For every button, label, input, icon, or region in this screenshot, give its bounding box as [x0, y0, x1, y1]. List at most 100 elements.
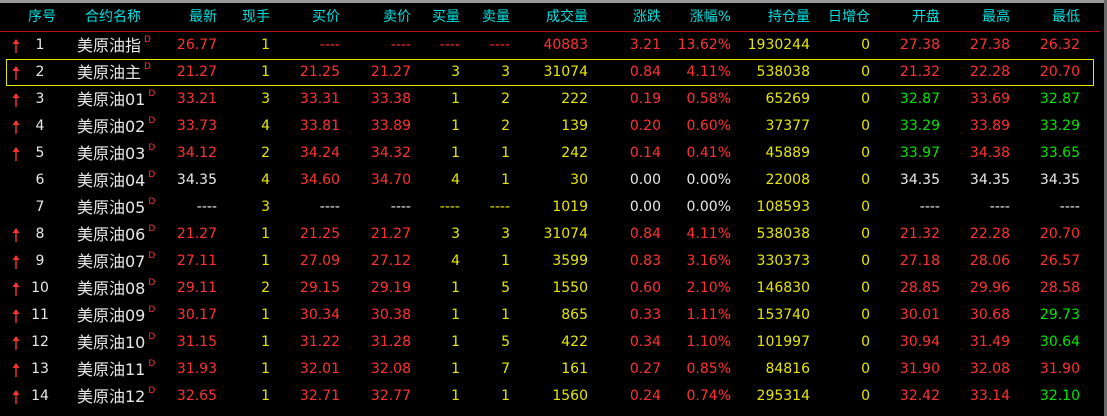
cell-bid-vol: 3	[451, 64, 460, 80]
column-header-oi-change[interactable]: 日增仓	[828, 9, 870, 25]
table-row[interactable]: 9 美原油07 D 27.11 1 27.09 27.12 4 1 3599 0.83 3.16% 33…	[0, 248, 1100, 275]
table-row[interactable]: 13 美原油11 D 31.93 1 32.01 32.08 1 7 161 0.27 0.85% 84…	[0, 356, 1100, 383]
column-header-bid-vol[interactable]: 买量	[432, 9, 460, 25]
contract-name[interactable]: 美原油07	[77, 252, 146, 271]
column-header-seq[interactable]: 序号	[28, 9, 56, 25]
cell-bid-vol: ----	[439, 37, 460, 53]
up-arrow-icon	[12, 228, 20, 242]
cell-ask: 29.19	[370, 280, 411, 296]
column-header-name[interactable]: 合约名称	[85, 9, 141, 25]
cell-ask-vol: 1	[501, 145, 510, 161]
data-flag-badge: D	[148, 278, 156, 288]
cell-last: 27.11	[176, 253, 217, 269]
column-header-last[interactable]: 最新	[189, 9, 217, 25]
table-row[interactable]: 12 美原油10 D 31.15 1 31.22 31.28 1 5 422 0.34 1.10% 10…	[0, 329, 1100, 356]
cell-change: 0.20	[629, 118, 661, 134]
contract-name[interactable]: 美原油08	[77, 279, 146, 298]
table-row[interactable]: 3 美原油01 D 33.21 3 33.31 33.38 1 2 222 0.19 0.58% 652…	[0, 86, 1100, 113]
contract-name[interactable]: 美原油09	[77, 306, 146, 325]
scrollbar[interactable]	[1104, 0, 1107, 416]
contract-name[interactable]: 美原油05	[77, 198, 146, 217]
column-header-ask[interactable]: 卖价	[383, 9, 411, 25]
data-flag-badge: D	[148, 197, 156, 207]
contract-name[interactable]: 美原油02	[77, 117, 146, 136]
cell-low: 26.32	[1039, 37, 1080, 53]
cell-volume: 222	[561, 91, 588, 107]
cell-cur-vol: 1	[261, 37, 270, 53]
contract-name[interactable]: 美原油指	[77, 36, 142, 55]
cell-volume: 242	[561, 145, 588, 161]
cell-ask: 30.38	[370, 307, 411, 323]
cell-ask: 32.08	[370, 361, 411, 377]
cell-change: 0.33	[629, 307, 661, 323]
table-row[interactable]: 1 美原油指 D 26.77 1 ---- ---- ---- ---- 40883 3.21 13.…	[0, 32, 1100, 59]
cell-bid-vol: 1	[451, 118, 460, 134]
column-header-ask-vol[interactable]: 卖量	[482, 9, 510, 25]
column-header-volume[interactable]: 成交量	[546, 9, 588, 25]
cell-last: 33.73	[176, 118, 217, 134]
up-arrow-icon	[12, 255, 20, 269]
table-row[interactable]: 4 美原油02 D 33.73 4 33.81 33.89 1 2 139 0.20 0.60% 373…	[0, 113, 1100, 140]
cell-ask: ----	[390, 37, 411, 53]
contract-name[interactable]: 美原油主	[77, 63, 142, 82]
cell-bid-vol: 1	[451, 307, 460, 323]
cell-open-interest: 1930244	[747, 37, 810, 53]
cell-oi-change: 0	[861, 118, 870, 134]
contract-name[interactable]: 美原油04	[77, 171, 146, 190]
column-header-change[interactable]: 涨跌	[633, 9, 661, 25]
cell-last: 32.65	[176, 388, 217, 404]
cell-volume: 31074	[543, 226, 588, 242]
column-header-bid[interactable]: 买价	[312, 9, 340, 25]
cell-change: 0.00	[629, 172, 661, 188]
cell-oi-change: 0	[861, 37, 870, 53]
contract-name[interactable]: 美原油11	[77, 360, 146, 379]
column-header-open[interactable]: 开盘	[912, 9, 940, 25]
table-row[interactable]: 7 美原油05 D ---- 3 ---- ---- ---- ---- 1019 0.00 0.00…	[0, 194, 1100, 221]
cell-oi-change: 0	[861, 226, 870, 242]
table-row[interactable]: 2 美原油主 D 21.27 1 21.25 21.27 3 3 31074 0.84 4.11% 53…	[6, 59, 1094, 86]
cell-oi-change: 0	[861, 172, 870, 188]
cell-seq: 13	[31, 361, 49, 377]
cell-seq: 12	[31, 334, 49, 350]
table-row[interactable]: 10 美原油08 D 29.11 2 29.15 29.19 1 5 1550 0.60 2.10% 1…	[0, 275, 1100, 302]
cell-seq: 11	[31, 307, 49, 323]
cell-open: 28.85	[899, 280, 940, 296]
cell-last: 26.77	[176, 37, 217, 53]
contract-name[interactable]: 美原油12	[77, 387, 146, 406]
cell-oi-change: 0	[861, 334, 870, 350]
cell-ask-vol: 1	[501, 172, 510, 188]
contract-name[interactable]: 美原油03	[77, 144, 146, 163]
cell-oi-change: 0	[861, 199, 870, 215]
cell-bid-vol: 1	[451, 334, 460, 350]
column-header-high[interactable]: 最高	[982, 9, 1010, 25]
cell-volume: 31074	[543, 64, 588, 80]
cell-name: 美原油04 D	[77, 167, 155, 194]
contract-name[interactable]: 美原油10	[77, 333, 146, 352]
cell-open-interest: 37377	[765, 118, 810, 134]
table-row[interactable]: 14 美原油12 D 32.65 1 32.71 32.77 1 1 1560 0.24 0.74% 2…	[0, 383, 1100, 410]
cell-name: 美原油09 D	[77, 302, 155, 329]
table-row[interactable]: 6 美原油04 D 34.35 4 34.60 34.70 4 1 30 0.00 0.00% 2200…	[0, 167, 1100, 194]
column-header-cur-vol[interactable]: 现手	[242, 9, 270, 25]
cell-bid: 33.81	[299, 118, 340, 134]
contract-name[interactable]: 美原油06	[77, 225, 146, 244]
table-row[interactable]: 11 美原油09 D 30.17 1 30.34 30.38 1 1 865 0.33 1.11% 15…	[0, 302, 1100, 329]
cell-open-interest: 101997	[756, 334, 810, 350]
table-row[interactable]: 5 美原油03 D 34.12 2 34.24 34.32 1 1 242 0.14 0.41% 458…	[0, 140, 1100, 167]
column-header-low[interactable]: 最低	[1052, 9, 1080, 25]
cell-high: 33.89	[969, 118, 1010, 134]
contract-name[interactable]: 美原油01	[77, 90, 146, 109]
table-row[interactable]: 8 美原油06 D 21.27 1 21.25 21.27 3 3 31074 0.84 4.11% 5…	[0, 221, 1100, 248]
cell-change-pct: 3.16%	[686, 253, 731, 269]
top-border	[0, 0, 1107, 3]
cell-open-interest: 108593	[756, 199, 810, 215]
cell-ask-vol: 5	[501, 280, 510, 296]
cell-bid-vol: ----	[439, 199, 460, 215]
cell-open: 31.90	[899, 361, 940, 377]
column-header-change-pct[interactable]: 涨幅%	[689, 9, 731, 25]
cell-ask-vol: 1	[501, 388, 510, 404]
cell-change: 0.14	[629, 145, 661, 161]
cell-bid: ----	[319, 199, 340, 215]
cell-volume: 139	[561, 118, 588, 134]
column-header-open-interest[interactable]: 持仓量	[768, 9, 810, 25]
